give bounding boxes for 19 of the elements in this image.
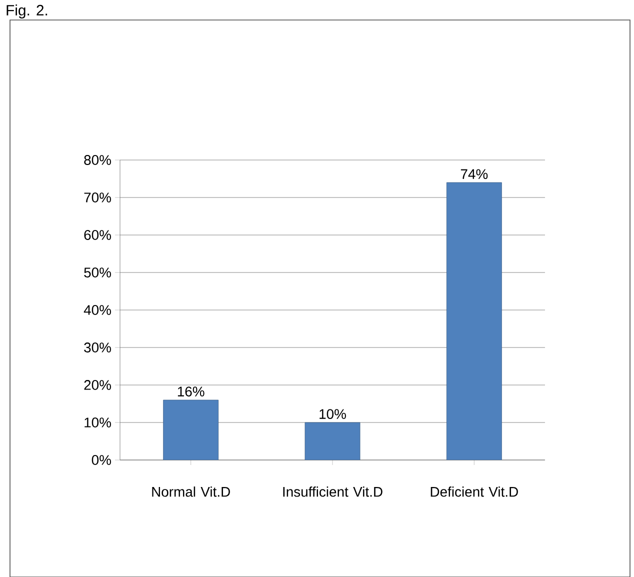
y-tick-label: 30% <box>84 342 111 352</box>
y-tick-label: 40% <box>84 305 111 315</box>
x-tick-label: Normal Vit.D <box>152 486 230 497</box>
y-tick-label: 60% <box>84 230 111 240</box>
bar <box>163 400 219 460</box>
data-label: 16% <box>178 386 204 396</box>
bar <box>446 182 502 460</box>
y-tick-label: 0% <box>92 455 111 465</box>
bar <box>304 422 360 460</box>
y-tick-label: 80% <box>84 155 111 165</box>
data-label: 74% <box>460 169 488 179</box>
chart-title: Fig. 2. <box>6 4 48 18</box>
data-label: 10% <box>320 409 346 419</box>
y-tick-label: 70% <box>84 192 111 202</box>
y-tick-label: 20% <box>84 380 111 390</box>
x-tick-label: Deficient Vit.D <box>430 486 518 497</box>
y-tick-label: 10% <box>84 418 111 428</box>
y-tick-label: 50% <box>84 268 111 278</box>
x-tick-label: Insufficient Vit.D <box>283 486 382 497</box>
